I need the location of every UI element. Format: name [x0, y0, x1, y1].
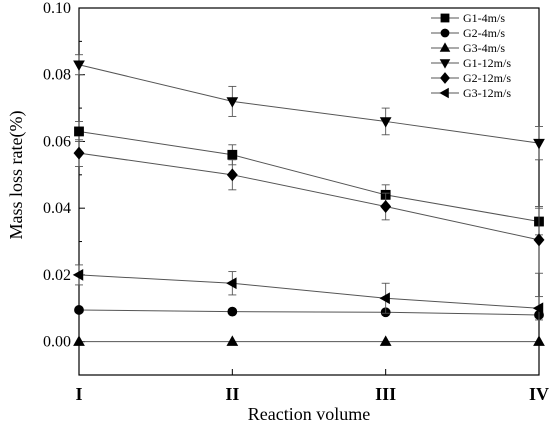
data-point [226, 335, 239, 346]
data-point [227, 149, 238, 160]
series-G1-12m/s [73, 54, 545, 161]
series-line [78, 309, 540, 316]
series-line [78, 274, 540, 309]
y-tick-label: 0.06 [43, 133, 71, 150]
data-point [226, 97, 239, 108]
legend-entry: G2-12m/s [463, 71, 511, 85]
data-point [73, 60, 85, 71]
data-point [533, 138, 545, 150]
series-line [78, 130, 540, 223]
series-G3-4m/s [73, 335, 545, 346]
data-point [226, 277, 237, 290]
chart-series [72, 54, 545, 346]
y-tick-label: 0.04 [43, 200, 71, 217]
data-point [532, 302, 544, 315]
legend-entry: G2-4m/s [463, 26, 505, 40]
data-point [533, 233, 545, 247]
y-tick-label: 0.00 [43, 334, 71, 351]
legend-marker [440, 13, 450, 23]
legend-marker [439, 42, 451, 52]
x-tick-label: I [75, 384, 82, 404]
data-point [379, 117, 392, 128]
y-axis-label: Mass loss rate(%) [6, 111, 27, 240]
chart-axes: 0.000.020.040.060.080.10I II III IV [43, 0, 549, 404]
series-G3-12m/s [72, 264, 544, 321]
legend-marker [440, 72, 450, 84]
x-tick-label: III [375, 384, 396, 404]
x-tick-label: IV [529, 384, 549, 404]
y-tick-label: 0.10 [43, 0, 71, 17]
legend-entry: G1-12m/s [463, 56, 511, 70]
legend-entry: G3-12m/s [463, 86, 511, 100]
legend-marker [440, 28, 450, 38]
data-point [74, 305, 84, 315]
x-tick-label: II [225, 384, 239, 404]
plot-frame [78, 7, 540, 376]
data-point [73, 146, 85, 160]
legend-entry: G1-4m/s [463, 11, 505, 25]
data-point [379, 335, 392, 346]
legend-entry: G3-4m/s [463, 41, 505, 55]
data-point [72, 269, 84, 281]
data-point [380, 200, 392, 213]
series-G1-4m/s [74, 120, 544, 236]
legend-marker [439, 87, 449, 99]
y-tick-label: 0.02 [43, 267, 71, 284]
series-G2-12m/s [73, 139, 545, 274]
data-point [226, 168, 238, 182]
data-point [533, 335, 545, 346]
series-line [78, 152, 540, 241]
data-point [379, 292, 390, 305]
series-G2-4m/s [74, 305, 544, 320]
data-point [74, 126, 84, 137]
y-tick-label: 0.08 [43, 67, 71, 84]
series-line [78, 64, 540, 144]
data-point [73, 335, 85, 346]
data-point [227, 306, 238, 317]
legend-marker [439, 59, 451, 69]
chart-legend: G1-4m/sG2-4m/sG3-4m/sG1-12m/sG2-12m/sG3-… [431, 11, 511, 100]
x-axis-label: Reaction volume [248, 404, 370, 424]
